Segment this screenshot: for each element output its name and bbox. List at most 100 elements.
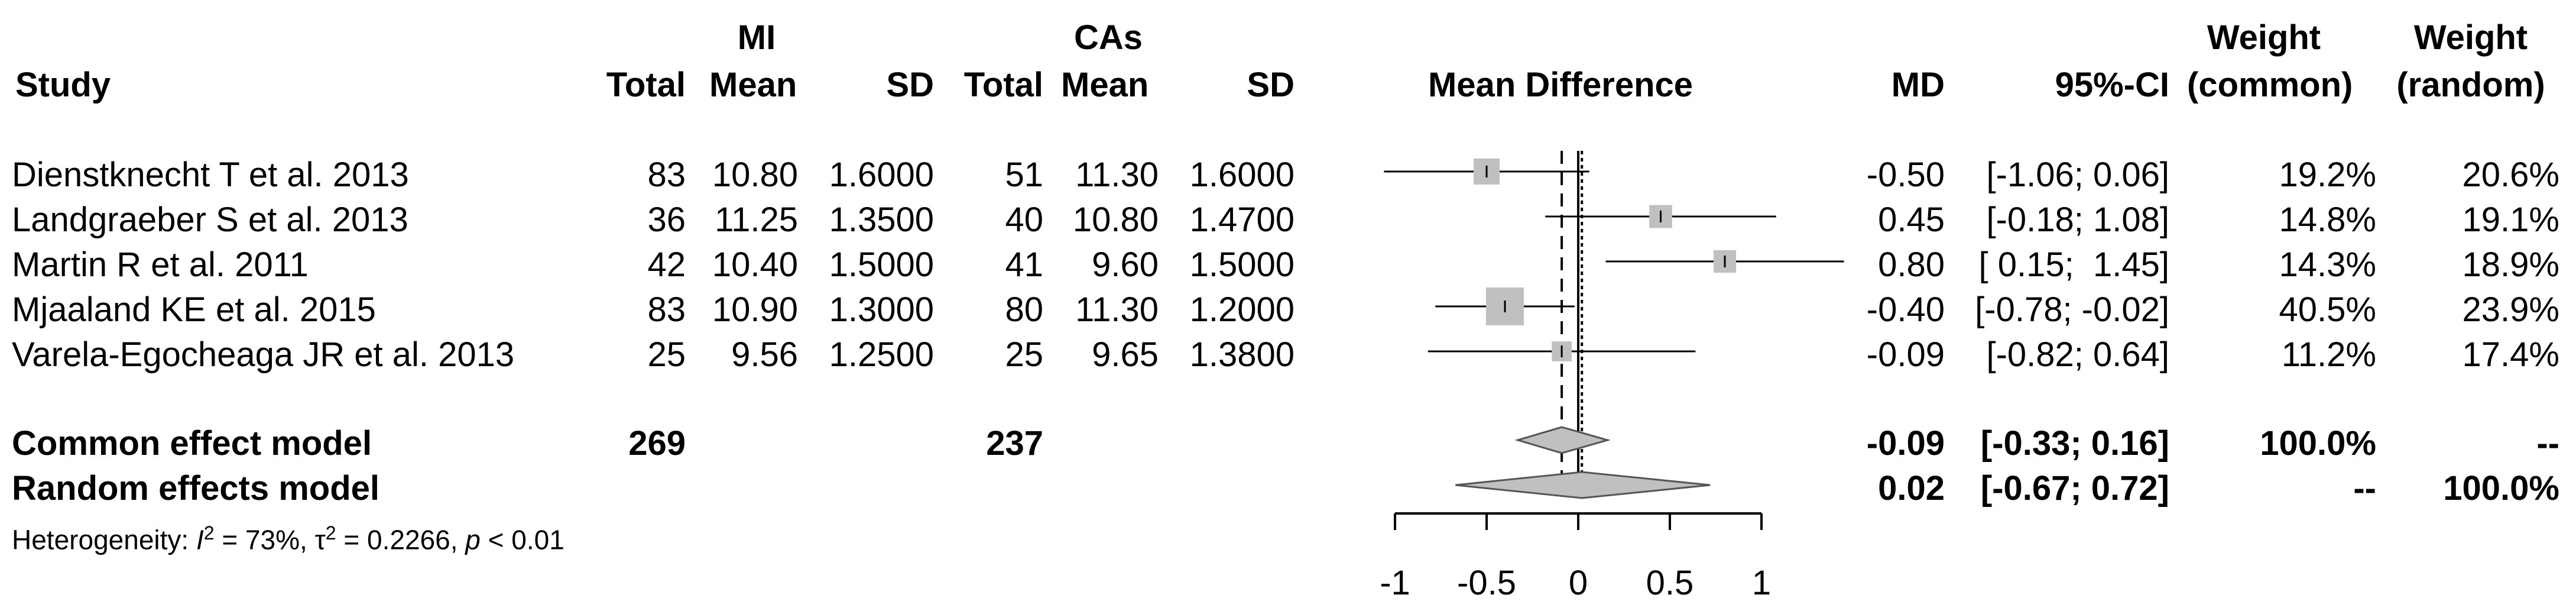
common-weight-common: 100.0%	[2260, 424, 2376, 463]
weight-random: 18.9%	[2462, 245, 2559, 284]
mean-c: 9.60	[1092, 245, 1159, 284]
random-model-label: Random effects model	[12, 469, 379, 508]
random-weight-random: 100.0%	[2443, 469, 2559, 508]
header-cas: CAs	[1073, 18, 1143, 57]
mean-e: 10.80	[712, 156, 798, 194]
sd-c: 1.4700	[1189, 201, 1295, 239]
mean-e: 11.25	[715, 201, 798, 239]
weight-random: 23.9%	[2462, 290, 2559, 329]
header-sd-e: SD	[886, 66, 934, 104]
common-model-label: Common effect model	[12, 424, 372, 463]
ci-value: [ 0.15; 1.45]	[1978, 245, 2169, 284]
x-tick-label: -1	[1380, 564, 1410, 602]
common-total-c: 237	[986, 424, 1043, 463]
header-mean-c: Mean	[1061, 66, 1149, 104]
random-effect-diamond	[1455, 471, 1711, 499]
total-e: 83	[647, 290, 686, 329]
mean-e: 10.40	[712, 245, 798, 284]
study-name: Mjaaland KE et al. 2015	[12, 290, 376, 329]
total-e: 25	[647, 335, 686, 374]
sd-e: 1.3500	[829, 201, 934, 239]
md-value: -0.40	[1866, 290, 1945, 329]
total-c: 80	[1005, 290, 1043, 329]
header-sd-c: SD	[1247, 66, 1295, 104]
header-weight-common: Weight	[2207, 18, 2321, 57]
i-squared-symbol: I	[196, 524, 204, 555]
total-e: 83	[647, 156, 686, 194]
sd-c: 1.3800	[1189, 335, 1295, 374]
weight-common: 14.3%	[2279, 245, 2376, 284]
md-value: -0.50	[1866, 156, 1945, 194]
sd-c: 1.6000	[1189, 156, 1295, 194]
total-e: 42	[647, 245, 686, 284]
common-total-e: 269	[628, 424, 686, 463]
total-c: 25	[1005, 335, 1043, 374]
header-weight-common-sub: (common)	[2187, 66, 2353, 104]
header-total-c: Total	[963, 66, 1043, 104]
tau-value: = 0.2266,	[336, 524, 466, 555]
weight-common: 40.5%	[2279, 290, 2376, 329]
tau-symbol: τ	[314, 524, 326, 555]
mean-c: 11.30	[1075, 156, 1159, 194]
x-tick-label: 1	[1752, 564, 1771, 602]
x-tick-label: 0.5	[1646, 564, 1694, 602]
mean-c: 10.80	[1072, 201, 1159, 239]
common-ci: [-0.33; 0.16]	[1980, 424, 2169, 463]
mean-c: 11.30	[1075, 290, 1159, 329]
header-mean-difference: Mean Difference	[1427, 66, 1693, 104]
ci-value: [-1.06; 0.06]	[1986, 156, 2169, 194]
random-md: 0.02	[1878, 469, 1945, 508]
total-e: 36	[647, 201, 686, 239]
tau-exponent: 2	[325, 522, 336, 544]
common-md: -0.09	[1866, 424, 1945, 463]
x-tick-label: -0.5	[1457, 564, 1516, 602]
study-name: Dienstknecht T et al. 2013	[12, 156, 409, 194]
header-total-e: Total	[606, 66, 686, 104]
heterogeneity-prefix: Heterogeneity:	[12, 524, 196, 555]
weight-common: 11.2%	[2281, 335, 2376, 374]
total-c: 51	[1005, 156, 1043, 194]
weight-random: 19.1%	[2462, 201, 2559, 239]
study-name: Varela-Egocheaga JR et al. 2013	[12, 335, 515, 374]
random-weight-common: --	[2353, 469, 2376, 508]
i-squared-value: = 73%,	[214, 524, 315, 555]
total-c: 40	[1005, 201, 1043, 239]
sd-e: 1.6000	[829, 156, 934, 194]
mean-e: 9.56	[731, 335, 798, 374]
header-md: MD	[1891, 66, 1945, 104]
ci-value: [-0.82; 0.64]	[1986, 335, 2169, 374]
md-value: 0.45	[1878, 201, 1945, 239]
header-study: Study	[15, 66, 111, 104]
mean-e: 10.90	[712, 290, 798, 329]
header-mean-e: Mean	[709, 66, 797, 104]
common-effect-diamond	[1514, 426, 1611, 454]
header-weight-random-sub: (random)	[2396, 66, 2545, 104]
weight-random: 17.4%	[2462, 335, 2559, 374]
p-symbol: p	[465, 524, 481, 555]
common-weight-random: --	[2536, 424, 2559, 463]
weight-common: 19.2%	[2279, 156, 2376, 194]
header-mi: MI	[737, 18, 776, 57]
study-name: Martin R et al. 2011	[12, 245, 309, 284]
sd-c: 1.5000	[1189, 245, 1295, 284]
weight-random: 20.6%	[2462, 156, 2559, 194]
header-ci: 95%-CI	[2055, 66, 2169, 104]
header-weight-random: Weight	[2413, 18, 2528, 57]
sd-e: 1.2500	[829, 335, 934, 374]
sd-e: 1.3000	[829, 290, 934, 329]
sd-e: 1.5000	[829, 245, 934, 284]
random-ci: [-0.67; 0.72]	[1980, 469, 2169, 508]
heterogeneity-text: Heterogeneity: I2 = 73%, τ2 = 0.2266, p …	[12, 523, 564, 553]
md-value: 0.80	[1878, 245, 1945, 284]
ci-value: [-0.78; -0.02]	[1975, 290, 2169, 329]
md-value: -0.09	[1866, 335, 1945, 374]
weight-common: 14.8%	[2279, 201, 2376, 239]
i-squared-exponent: 2	[203, 522, 215, 544]
ci-value: [-0.18; 1.08]	[1986, 201, 2169, 239]
mean-c: 9.65	[1092, 335, 1159, 374]
study-name: Landgraeber S et al. 2013	[12, 201, 408, 239]
sd-c: 1.2000	[1189, 290, 1295, 329]
x-tick-label: 0	[1569, 564, 1588, 602]
p-value: < 0.01	[480, 524, 564, 555]
